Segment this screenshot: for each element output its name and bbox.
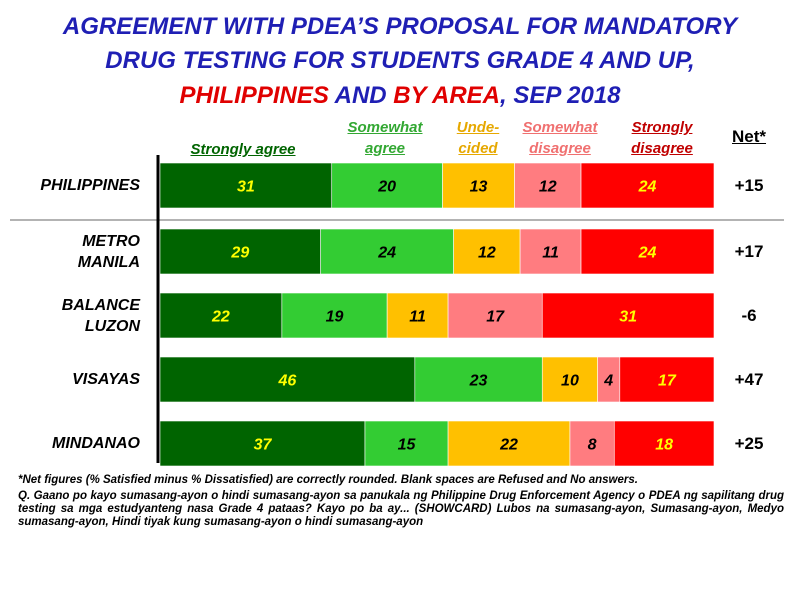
net-value-metro-manila: +17	[734, 241, 764, 261]
legend-strongly-agree-label: Strongly agree	[190, 141, 296, 158]
net-value-balance-luzon: -6	[741, 305, 757, 325]
legend-undecided-line-2: cided	[458, 140, 498, 157]
value-label-mindanao-undecided: 22	[499, 437, 518, 454]
chart-title-line-1: AGREEMENT WITH PDEA’S PROPOSAL FOR MANDA…	[62, 13, 738, 40]
category-label-line: BALANCE	[61, 296, 140, 314]
net-header: Net*	[732, 127, 767, 146]
chart-title-line-2: DRUG TESTING FOR STUDENTS GRADE 4 AND UP…	[105, 47, 695, 74]
category-label-line: MINDANAO	[52, 435, 140, 452]
legend-undecided: Unde- cided	[448, 119, 508, 157]
bar-philippines-strongly-disagree	[580, 162, 715, 209]
category-label-philippines: PHILIPPINES	[0, 175, 140, 196]
value-label-balance-luzon-somewhat-disagree: 17	[486, 309, 505, 326]
title-by-area: BY AREA	[393, 82, 500, 109]
category-label-visayas: VISAYAS	[0, 369, 140, 390]
net-value-philippines: +15	[734, 175, 764, 195]
legend-somewhat-disagree-line-1: Somewhat	[522, 119, 598, 136]
chart-title-line-3: PHILIPPINES AND BY AREA, SEP 2018	[0, 81, 800, 111]
legend-somewhat-agree-line-2: agree	[364, 140, 406, 157]
bar-balance-luzon-somewhat-disagree	[447, 292, 543, 339]
value-label-mindanao-somewhat-agree: 15	[398, 437, 417, 454]
value-label-philippines-undecided: 13	[470, 179, 488, 196]
value-label-balance-luzon-strongly-agree: 22	[211, 309, 230, 326]
bar-balance-luzon-undecided	[386, 292, 449, 339]
value-label-visayas-undecided: 10	[561, 373, 579, 390]
value-label-visayas-strongly-agree: 46	[278, 373, 297, 390]
legend-somewhat-disagree-line-2: disagree	[529, 140, 591, 157]
value-label-metro-manila-strongly-agree: 29	[230, 245, 249, 262]
value-label-philippines-strongly-disagree: 24	[638, 179, 657, 196]
bar-metro-manila-strongly-disagree	[580, 228, 715, 275]
title-and: AND	[328, 82, 394, 109]
title-philippines: PHILIPPINES	[179, 82, 329, 109]
bar-visayas-strongly-disagree	[619, 356, 715, 403]
bar-mindanao-strongly-disagree	[613, 420, 715, 467]
legend-strongly-agree: Strongly agree	[163, 141, 323, 158]
footnote: *Net figures (% Satisfied minus % Dissat…	[18, 474, 638, 486]
value-label-metro-manila-undecided: 12	[478, 245, 496, 262]
value-label-metro-manila-somewhat-agree: 24	[377, 245, 396, 262]
value-label-balance-luzon-undecided: 11	[409, 309, 426, 326]
legend-somewhat-disagree: Somewhat disagree	[510, 119, 610, 157]
net-value-mindanao: +25	[734, 433, 764, 453]
category-label-line: PHILIPPINES	[40, 177, 140, 194]
value-label-visayas-strongly-disagree: 17	[658, 373, 677, 390]
title-date: , SEP 2018	[499, 82, 621, 109]
legend-strongly-disagree: Strongly disagree	[612, 119, 712, 157]
value-label-metro-manila-strongly-disagree: 24	[638, 245, 657, 262]
bar-visayas-somewhat-agree	[414, 356, 543, 403]
bar-balance-luzon-strongly-disagree	[541, 292, 715, 339]
category-label-line: VISAYAS	[72, 371, 140, 388]
legend-somewhat-agree-line-1: Somewhat	[347, 119, 423, 136]
category-label-mindanao: MINDANAO	[0, 433, 140, 454]
bar-mindanao-undecided	[447, 420, 571, 467]
category-label-line: METRO	[82, 232, 140, 250]
value-label-philippines-somewhat-agree: 20	[377, 179, 396, 196]
bar-philippines-strongly-agree	[159, 162, 333, 209]
bar-philippines-undecided	[442, 162, 515, 209]
legend-undecided-line-1: Unde-	[456, 119, 500, 136]
survey-question: Q. Gaano po kayo sumasang-ayon o hindi s…	[18, 490, 784, 528]
category-label-metro-manila: METRO MANILA	[0, 231, 140, 273]
legend-somewhat-agree: Somewhat agree	[335, 119, 435, 157]
value-label-visayas-somewhat-disagree: 4	[603, 373, 613, 390]
value-label-philippines-somewhat-disagree: 12	[539, 179, 557, 196]
category-label-line: LUZON	[84, 317, 140, 335]
bar-mindanao-somewhat-agree	[364, 420, 449, 467]
value-label-mindanao-strongly-agree: 37	[254, 437, 273, 454]
value-label-balance-luzon-somewhat-agree: 19	[326, 309, 344, 326]
value-label-mindanao-somewhat-disagree: 8	[588, 437, 597, 454]
legend-strongly-disagree-line-2: disagree	[631, 140, 693, 157]
bar-balance-luzon-somewhat-agree	[281, 292, 388, 339]
category-label-balance-luzon: BALANCE LUZON	[0, 295, 140, 337]
bar-metro-manila-somewhat-agree	[320, 228, 454, 275]
bar-balance-luzon-strongly-agree	[159, 292, 283, 339]
bar-philippines-somewhat-disagree	[514, 162, 582, 209]
net-value-visayas: +47	[734, 369, 764, 389]
value-label-visayas-somewhat-agree: 23	[469, 373, 488, 390]
value-label-mindanao-strongly-disagree: 18	[655, 437, 673, 454]
value-label-metro-manila-somewhat-disagree: 11	[542, 245, 559, 262]
bar-metro-manila-somewhat-disagree	[519, 228, 582, 275]
bar-visayas-strongly-agree	[159, 356, 416, 403]
bar-philippines-somewhat-agree	[331, 162, 443, 209]
legend-strongly-disagree-line-1: Strongly	[631, 119, 693, 136]
value-label-philippines-strongly-agree: 31	[237, 179, 255, 196]
value-label-balance-luzon-strongly-disagree: 31	[619, 309, 637, 326]
bar-metro-manila-undecided	[453, 228, 521, 275]
bar-mindanao-strongly-agree	[159, 420, 366, 467]
category-label-line: MANILA	[77, 253, 140, 271]
